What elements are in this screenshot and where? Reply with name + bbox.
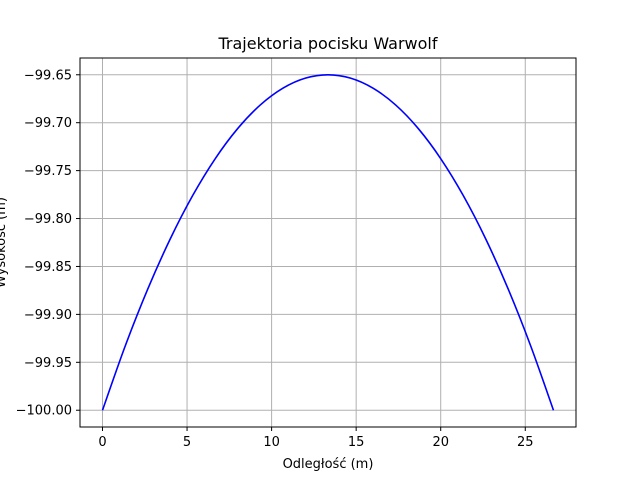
x-axis: 0 5 10 15 20 25 xyxy=(98,427,534,450)
y-tick-label: −99.85 xyxy=(24,260,72,275)
x-tick-label: 20 xyxy=(432,435,449,450)
x-tick-label: 5 xyxy=(183,435,191,450)
plot-area-frame xyxy=(79,57,577,428)
y-axis-label: Wysokość (m) xyxy=(0,197,9,288)
y-tick-label: −99.75 xyxy=(24,164,72,179)
x-tick-label: 0 xyxy=(98,435,106,450)
y-tick-label: −99.80 xyxy=(24,212,72,227)
y-tick-label: −99.65 xyxy=(24,68,72,83)
chart-title: Trajektoria pocisku Warwolf xyxy=(218,34,438,53)
y-tick-label: −99.70 xyxy=(24,116,72,131)
x-tick-label: 10 xyxy=(263,435,280,450)
x-axis-label: Odległość (m) xyxy=(283,457,374,472)
y-tick-label: −99.90 xyxy=(24,308,72,323)
y-tick-label: −100.00 xyxy=(16,404,72,419)
x-tick-label: 15 xyxy=(348,435,365,450)
series-layer xyxy=(101,73,555,411)
y-tick-label: −99.95 xyxy=(24,356,72,371)
series-line-0 xyxy=(101,73,555,411)
x-tick-label: 25 xyxy=(517,435,534,450)
y-axis: −100.00 −99.95 −99.90 −99.85 −99.80 −99.75 −99… xyxy=(16,68,80,419)
